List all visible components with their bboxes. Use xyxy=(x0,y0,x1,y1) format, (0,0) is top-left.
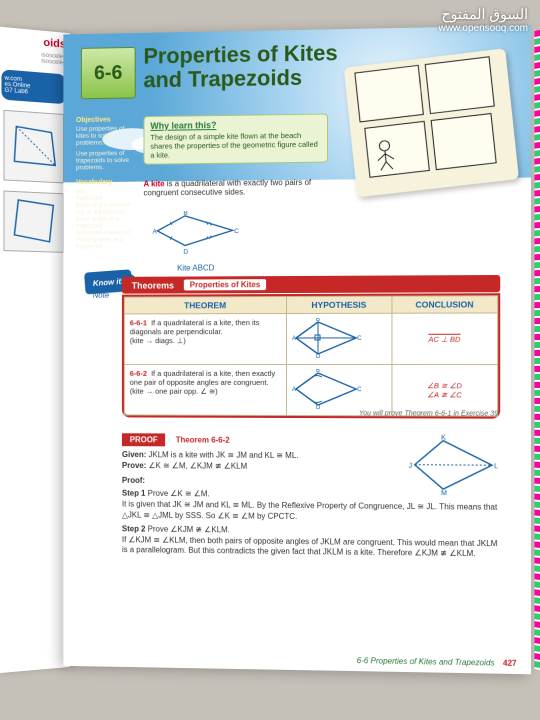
why-learn-box: Why learn this? The design of a simple k… xyxy=(143,114,328,165)
objective-2: Use properties of trapezoids to solve pr… xyxy=(76,150,139,172)
title-line2: and Trapezoids xyxy=(143,65,302,93)
table-header-row: THEOREM HYPOTHESIS CONCLUSION xyxy=(124,296,497,314)
step1-body: It is given that JK ≅ JM and KL ≅ ML. By… xyxy=(122,500,500,525)
watermark-line2: www.opensooq.com xyxy=(439,23,529,34)
svg-text:C: C xyxy=(357,387,362,393)
svg-text:L: L xyxy=(494,463,498,470)
svg-text:M: M xyxy=(441,490,447,496)
theorem-text-1: If a quadrilateral is a kite, then its d… xyxy=(130,318,260,336)
svg-text:C: C xyxy=(357,336,362,342)
svg-text:A: A xyxy=(292,387,296,393)
table-row: 6-6-2 If a quadrilateral is a kite, then… xyxy=(124,364,497,416)
footer-text: 6-6 Properties of Kites and Trapezoids xyxy=(357,656,495,667)
given-label: Given: xyxy=(122,450,146,459)
step2-title: Prove ∠KJM ≇ ∠KLM. xyxy=(145,524,229,534)
theorem-hint-1: (kite → diags. ⊥) xyxy=(130,336,186,345)
page-edges xyxy=(535,29,540,671)
th-col-hypothesis: HYPOTHESIS xyxy=(287,296,392,313)
prev-page-title: oids xyxy=(1,33,65,51)
prev-figure-1 xyxy=(4,110,64,184)
step2-body: If ∠KJM ≅ ∠KLM, then both pairs of oppos… xyxy=(122,535,500,561)
svg-text:K: K xyxy=(441,435,446,442)
prove-label: Prove: xyxy=(122,461,146,470)
objective-1: Use properties of kites to solve problem… xyxy=(76,125,139,147)
hypothesis-figure-1: A B C D xyxy=(292,318,362,358)
textbook-page: 6-6 Properties of Kites and Trapezoids O… xyxy=(63,25,531,674)
svg-text:A: A xyxy=(292,336,296,342)
svg-text:B: B xyxy=(316,369,320,374)
prev-figure-2 xyxy=(4,191,64,253)
watermark: السوق المفتوح www.opensooq.com xyxy=(439,6,529,34)
prev-online-pill: w.com es Online G7 Lab6 xyxy=(1,69,65,104)
page-footer: 6-6 Properties of Kites and Trapezoids 4… xyxy=(357,656,517,668)
hypothesis-figure-2: A B C D xyxy=(292,369,362,409)
th-col-theorem: THEOREM xyxy=(124,297,286,314)
proof-exercise-note: You will prove Theorem 6-6-1 in Exercise… xyxy=(359,410,500,417)
proof-figure: J K L M xyxy=(409,434,501,495)
svg-text:A: A xyxy=(152,228,157,235)
proof-section: PROOF Theorem 6-6-2 J K L M Given: JKLM is … xyxy=(122,433,500,560)
theorems-bar: Theorems Properties of Kites xyxy=(122,275,500,294)
vocabulary-list: kite trapezoid base of a trapezoid leg o… xyxy=(76,188,139,251)
th-col-conclusion: CONCLUSION xyxy=(391,296,497,313)
svg-text:C: C xyxy=(234,228,239,235)
step2-heading: Step 2 xyxy=(122,524,146,533)
page-number: 427 xyxy=(503,659,517,668)
step1-title: Prove ∠K ≅ ∠M. xyxy=(145,489,209,498)
kite-def-rest: is a quadrilateral with exactly two pair… xyxy=(143,178,311,198)
svg-text:B: B xyxy=(316,318,320,323)
svg-text:D: D xyxy=(316,354,321,358)
watermark-line1: السوق المفتوح xyxy=(442,6,528,22)
step1-heading: Step 1 xyxy=(122,489,146,498)
kite-def-lead: A kite xyxy=(143,179,164,188)
theorems-tab: Theorems xyxy=(132,280,174,290)
svg-text:J: J xyxy=(409,463,413,470)
comic-figure-icon xyxy=(369,128,423,174)
prev-subtitle: isoscelesisosceles xyxy=(1,49,65,67)
why-heading: Why learn this? xyxy=(150,119,321,131)
proof-title: Theorem 6-6-2 xyxy=(176,435,230,444)
proof-tag: PROOF xyxy=(122,433,166,446)
kite-figure-label: Kite ABCD xyxy=(142,263,251,273)
knowit-label: Know it! xyxy=(93,276,124,287)
why-body: The design of a simple kite flown at the… xyxy=(150,131,321,160)
theorem-hint-2: (kite → one pair opp. ∠ ≅) xyxy=(130,387,218,396)
theorems-table: THEOREM HYPOTHESIS CONCLUSION 6-6-1 If a… xyxy=(122,293,500,418)
svg-text:D: D xyxy=(183,249,188,256)
svg-text:B: B xyxy=(183,210,188,217)
svg-text:D: D xyxy=(316,405,321,409)
section-number-box: 6-6 xyxy=(81,47,136,99)
prove-text: ∠K ≅ ∠M, ∠KJM ≇ ∠KLM xyxy=(146,461,247,471)
previous-page: oids isoscelesisosceles w.com es Online … xyxy=(0,27,70,673)
theorem-num-1: 6-6-1 xyxy=(130,318,147,327)
given-text: JKLM is a kite with JK ≅ JM and KL ≅ ML. xyxy=(146,450,298,460)
conclusion-2: ∠B ≅ ∠D ∠A ≇ ∠C xyxy=(427,381,462,399)
section-number: 6-6 xyxy=(94,62,122,85)
objectives-heading: Objectives xyxy=(76,116,139,124)
proof-label: Proof: xyxy=(122,475,145,484)
table-row: 6-6-1 If a quadrilateral is a kite, then… xyxy=(124,313,497,365)
conclusion-1: AC ⊥ BD xyxy=(428,334,460,343)
theorems-title: Properties of Kites xyxy=(184,279,266,290)
theorem-num-2: 6-6-2 xyxy=(130,369,147,378)
note-tag: Note xyxy=(93,291,110,300)
sidebar: Objectives Use properties of kites to so… xyxy=(76,116,139,250)
vocabulary-heading: Vocabulary xyxy=(76,179,139,187)
comic-scroll xyxy=(344,48,519,197)
book-scene: oids isoscelesisosceles w.com es Online … xyxy=(0,30,540,690)
title-line1: Properties of Kites xyxy=(143,40,337,68)
theorem-text-2: If a quadrilateral is a kite, then exact… xyxy=(130,369,275,387)
kite-figure: A B C D Kite ABCD xyxy=(142,210,251,268)
page-title: Properties of Kites and Trapezoids xyxy=(143,41,337,93)
kite-definition: A kite is a quadrilateral with exactly t… xyxy=(143,178,328,198)
